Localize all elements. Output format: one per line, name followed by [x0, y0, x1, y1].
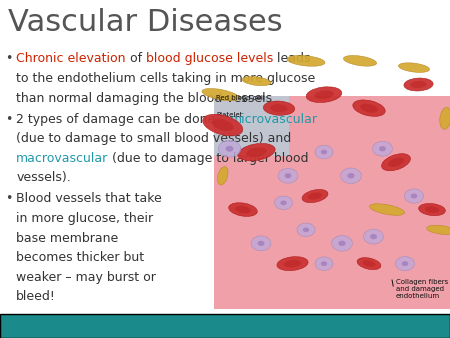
Circle shape: [373, 141, 392, 156]
Text: (due to damage to small blood vessels) and: (due to damage to small blood vessels) a…: [16, 132, 292, 145]
Text: base membrane: base membrane: [16, 232, 118, 244]
Text: of: of: [126, 52, 146, 65]
Circle shape: [218, 140, 241, 157]
Circle shape: [315, 257, 333, 270]
Circle shape: [341, 168, 361, 184]
Ellipse shape: [202, 114, 243, 136]
Ellipse shape: [360, 104, 378, 113]
Ellipse shape: [229, 203, 257, 216]
Text: •: •: [5, 113, 13, 125]
Ellipse shape: [382, 154, 410, 171]
Ellipse shape: [410, 81, 427, 88]
Text: bleed!: bleed!: [16, 290, 56, 303]
Text: in more glucose, their: in more glucose, their: [16, 212, 153, 225]
Circle shape: [297, 223, 315, 237]
Text: Vascular Diseases: Vascular Diseases: [8, 8, 283, 38]
Circle shape: [347, 173, 355, 178]
Text: Blood vessels that take: Blood vessels that take: [16, 192, 162, 205]
Ellipse shape: [212, 119, 234, 131]
Text: leads: leads: [273, 52, 310, 65]
Circle shape: [303, 227, 309, 232]
Ellipse shape: [343, 55, 377, 66]
Text: •: •: [5, 192, 13, 205]
Circle shape: [321, 150, 327, 154]
Circle shape: [405, 189, 423, 203]
Text: microvascular: microvascular: [230, 113, 318, 125]
Text: Red blood cell: Red blood cell: [216, 95, 266, 101]
Text: weaker – may burst or: weaker – may burst or: [16, 271, 156, 284]
Ellipse shape: [246, 147, 267, 157]
Ellipse shape: [404, 78, 433, 91]
Text: becomes thicker but: becomes thicker but: [16, 251, 144, 264]
Ellipse shape: [217, 167, 228, 185]
Ellipse shape: [277, 257, 308, 271]
Ellipse shape: [388, 158, 404, 167]
Text: blood glucose levels: blood glucose levels: [146, 52, 273, 65]
Text: Collagen fibers
and damaged
endothelium: Collagen fibers and damaged endothelium: [396, 279, 448, 299]
Text: than normal damaging the blood vessels.: than normal damaging the blood vessels.: [16, 92, 276, 104]
Ellipse shape: [398, 63, 430, 72]
Text: (due to damage to larger blood: (due to damage to larger blood: [108, 152, 309, 165]
Circle shape: [274, 196, 292, 210]
Ellipse shape: [308, 192, 322, 200]
Text: 2 types of damage can be done –: 2 types of damage can be done –: [16, 113, 230, 125]
Ellipse shape: [353, 100, 385, 116]
Text: to the endothelium cells taking in more glucose: to the endothelium cells taking in more …: [16, 72, 315, 85]
Circle shape: [278, 168, 298, 183]
Ellipse shape: [314, 90, 334, 99]
Text: Platelet: Platelet: [216, 112, 243, 118]
Ellipse shape: [202, 89, 239, 101]
Ellipse shape: [427, 225, 450, 235]
Circle shape: [411, 194, 417, 198]
Ellipse shape: [235, 206, 251, 213]
Text: macrovascular: macrovascular: [16, 152, 108, 165]
Ellipse shape: [270, 104, 288, 112]
Ellipse shape: [357, 258, 381, 270]
Ellipse shape: [369, 204, 405, 215]
Ellipse shape: [263, 101, 295, 115]
Ellipse shape: [306, 87, 342, 102]
Circle shape: [402, 261, 408, 266]
Circle shape: [396, 257, 414, 271]
Circle shape: [332, 236, 352, 251]
FancyBboxPatch shape: [214, 96, 450, 309]
Ellipse shape: [238, 143, 275, 161]
Circle shape: [321, 261, 327, 266]
Circle shape: [338, 241, 346, 246]
Circle shape: [284, 173, 292, 178]
Text: vessels).: vessels).: [16, 171, 71, 184]
Circle shape: [370, 234, 377, 239]
Circle shape: [225, 146, 234, 152]
FancyBboxPatch shape: [0, 314, 450, 338]
Circle shape: [364, 229, 383, 244]
Circle shape: [251, 236, 271, 251]
Circle shape: [257, 241, 265, 246]
Ellipse shape: [440, 107, 450, 129]
Circle shape: [379, 146, 386, 151]
Ellipse shape: [284, 260, 301, 267]
FancyBboxPatch shape: [214, 96, 289, 156]
Ellipse shape: [302, 190, 328, 202]
Ellipse shape: [362, 260, 376, 267]
Text: Chronic elevation: Chronic elevation: [16, 52, 126, 65]
Text: •: •: [5, 52, 13, 65]
Circle shape: [315, 145, 333, 159]
Ellipse shape: [425, 206, 439, 213]
Circle shape: [280, 200, 287, 205]
Ellipse shape: [287, 55, 325, 66]
Ellipse shape: [418, 203, 446, 216]
Ellipse shape: [242, 76, 271, 86]
